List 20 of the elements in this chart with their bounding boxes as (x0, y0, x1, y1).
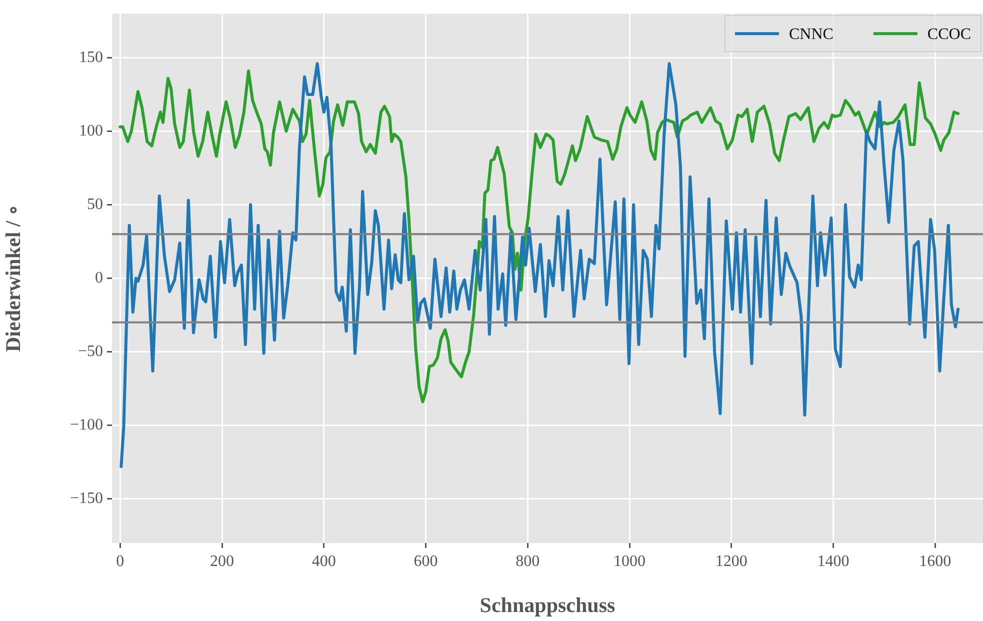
x-axis-title: Schnappschuss (480, 592, 616, 617)
legend-label: CNNC (788, 26, 834, 43)
x-tick-label: 1200 (715, 552, 748, 570)
x-tick-label: 800 (516, 552, 540, 570)
y-axis-title: Diederwinkel / ∘ (1, 204, 26, 352)
y-tick-label: 0 (95, 270, 103, 287)
y-tick-label: 50 (87, 196, 103, 213)
x-tick-label: 0 (116, 552, 124, 570)
x-tick-label: 1600 (919, 552, 952, 570)
y-tick-label: 100 (79, 122, 103, 140)
legend-label: CCOC (927, 26, 972, 43)
x-tick-label: 400 (312, 552, 336, 570)
y-tick-label: −100 (70, 416, 103, 434)
y-tick-label: 150 (79, 48, 103, 66)
y-tick-label: −50 (78, 343, 103, 360)
y-tick-label: −150 (70, 490, 103, 508)
x-tick-label: 600 (414, 552, 438, 570)
x-tick-label: 1000 (614, 552, 646, 570)
x-tick-label: 1400 (817, 552, 850, 570)
x-tick-label: 200 (210, 552, 234, 570)
